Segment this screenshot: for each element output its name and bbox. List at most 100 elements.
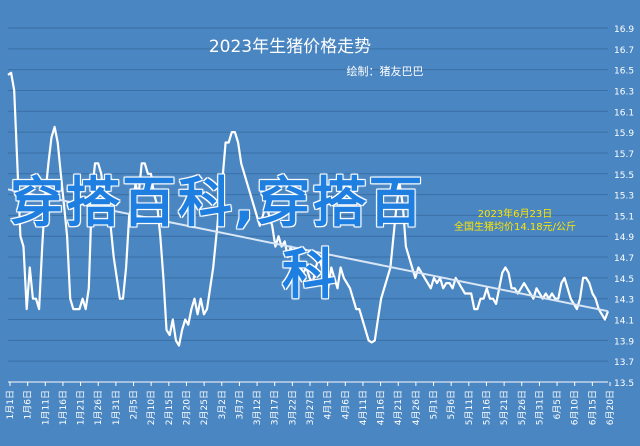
x-tick-label: 6月5日: [552, 390, 563, 419]
x-tick-label-group: 2月15日: [164, 390, 175, 425]
x-tick-label: 5月1日: [429, 390, 440, 419]
x-tick-label-group: 2月25日: [199, 390, 210, 425]
x-tick-label-group: 5月11日: [464, 390, 475, 425]
annotation-line: 2023年6月23日: [478, 207, 553, 220]
x-tick-label: 5月31日: [534, 390, 545, 425]
y-tick-label: 16.9: [614, 25, 634, 35]
x-tick-label-group: 1月1日: [5, 390, 16, 419]
y-tick-label: 15.9: [614, 129, 634, 139]
price-line: [7, 71, 610, 347]
y-tick-label: 15.7: [614, 150, 634, 160]
x-tick-label-group: 6月15日: [587, 390, 598, 425]
x-tick-label: 6月20日: [605, 390, 616, 425]
x-axis: 1月1日 1月6日 1月11日 1月16日 1月21日 1月26日 1月31日 2月5日 2月1…: [5, 381, 616, 425]
x-tick-label-group: 4月26日: [411, 390, 422, 425]
x-tick-label-group: 5月21日: [499, 390, 510, 425]
x-tick-label-group: 1月6日: [23, 390, 34, 419]
y-tick-label: 15.3: [614, 192, 634, 202]
x-tick-label: 3月27日: [305, 390, 316, 425]
y-tick-label: 13.7: [614, 358, 634, 368]
y-tick-label: 14.7: [614, 254, 634, 264]
y-tick-label: 16.3: [614, 87, 634, 97]
x-tick-label: 1月11日: [40, 390, 51, 425]
x-tick-label: 1月6日: [23, 390, 34, 419]
y-tick-label: 13.9: [614, 337, 634, 347]
x-tick-label: 5月16日: [481, 390, 492, 425]
x-tick-label-group: 1月21日: [76, 390, 87, 425]
series-layer: [7, 71, 610, 347]
x-tick-label: 6月15日: [587, 390, 598, 425]
x-tick-label-group: 2月10日: [146, 390, 157, 425]
x-tick-label: 5月11日: [464, 390, 475, 425]
x-tick-label-group: 4月11日: [358, 390, 369, 425]
x-tick-label: 4月6日: [340, 390, 351, 419]
x-tick-label-group: 1月11日: [40, 390, 51, 425]
x-tick-label-group: 6月20日: [605, 390, 616, 425]
x-tick-label: 6月10日: [570, 390, 581, 425]
x-tick-label: 4月26日: [411, 390, 422, 425]
x-tick-label: 1月1日: [5, 390, 16, 419]
x-tick-label: 3月7日: [234, 390, 245, 419]
y-tick-label: 16.5: [614, 67, 634, 77]
x-tick-label-group: 2月20日: [181, 390, 192, 425]
y-tick-label: 14.3: [614, 296, 634, 306]
x-tick-label-group: 1月31日: [111, 390, 122, 425]
chart-subtitle: 绘制：猪友巴巴: [347, 64, 424, 78]
watermark-text-2: 科: [282, 243, 336, 306]
y-tick-label: 14.9: [614, 233, 634, 243]
x-tick-label-group: 4月1日: [323, 390, 334, 419]
x-tick-label: 4月11日: [358, 390, 369, 425]
x-tick-label: 2月5日: [129, 390, 140, 419]
x-tick-label-group: 2月5日: [129, 390, 140, 419]
x-tick-label-group: 3月12日: [252, 390, 263, 425]
x-tick-label: 2月20日: [181, 390, 192, 425]
y-tick-label: 16.7: [614, 46, 634, 56]
x-tick-label: 5月26日: [517, 390, 528, 425]
x-tick-label: 2月15日: [164, 390, 175, 425]
annotation-line: 全国生猪均价14.18元/公斤: [454, 220, 576, 233]
x-tick-label: 3月2日: [217, 390, 228, 419]
x-tick-label-group: 5月1日: [429, 390, 440, 419]
x-tick-label-group: 5月26日: [517, 390, 528, 425]
x-tick-label-group: 3月7日: [234, 390, 245, 419]
x-tick-label-group: 6月5日: [552, 390, 563, 419]
x-tick-label-group: 6月10日: [570, 390, 581, 425]
x-tick-label-group: 3月2日: [217, 390, 228, 419]
x-tick-label: 3月22日: [287, 390, 298, 425]
x-tick-label-group: 1月16日: [58, 390, 69, 425]
x-tick-label-group: 3月27日: [305, 390, 316, 425]
x-tick-label-group: 5月16日: [481, 390, 492, 425]
x-tick-label-group: 5月31日: [534, 390, 545, 425]
x-tick-label: 3月17日: [270, 390, 281, 425]
y-tick-label: 16.1: [614, 108, 634, 118]
x-tick-label: 4月16日: [376, 390, 387, 425]
x-tick-label: 3月12日: [252, 390, 263, 425]
x-tick-label: 1月31日: [111, 390, 122, 425]
y-axis: 16.9 16.7 16.5 16.3 16.1 15.9 15.7 15.5 15.3 15.1…: [614, 25, 634, 389]
x-tick-label-group: 4月6日: [340, 390, 351, 419]
y-tick-label: 14.1: [614, 317, 634, 327]
x-tick-label: 1月26日: [93, 390, 104, 425]
x-tick-label: 1月16日: [58, 390, 69, 425]
y-tick-label: 15.5: [614, 171, 634, 181]
x-tick-label-group: 3月17日: [270, 390, 281, 425]
x-tick-label: 2月25日: [199, 390, 210, 425]
x-tick-label-group: 4月21日: [393, 390, 404, 425]
x-tick-label-group: 5月6日: [446, 390, 457, 419]
x-tick-label: 5月6日: [446, 390, 457, 419]
y-tick-label: 13.5: [614, 379, 634, 389]
y-tick-label: 15.1: [614, 212, 634, 222]
trend-line: [7, 188, 609, 313]
x-tick-label-group: 4月16日: [376, 390, 387, 425]
x-tick-label-group: 3月22日: [287, 390, 298, 425]
price-annotation: 2023年6月23日全国生猪均价14.18元/公斤: [454, 207, 576, 233]
watermark-text: 穿搭百科,穿搭百: [10, 171, 425, 234]
chart-title: 2023年生猪价格走势: [209, 37, 371, 57]
x-tick-label-group: 1月26日: [93, 390, 104, 425]
x-tick-label: 4月21日: [393, 390, 404, 425]
x-tick-label: 2月10日: [146, 390, 157, 425]
y-tick-label: 14.5: [614, 275, 634, 285]
x-tick-label: 5月21日: [499, 390, 510, 425]
